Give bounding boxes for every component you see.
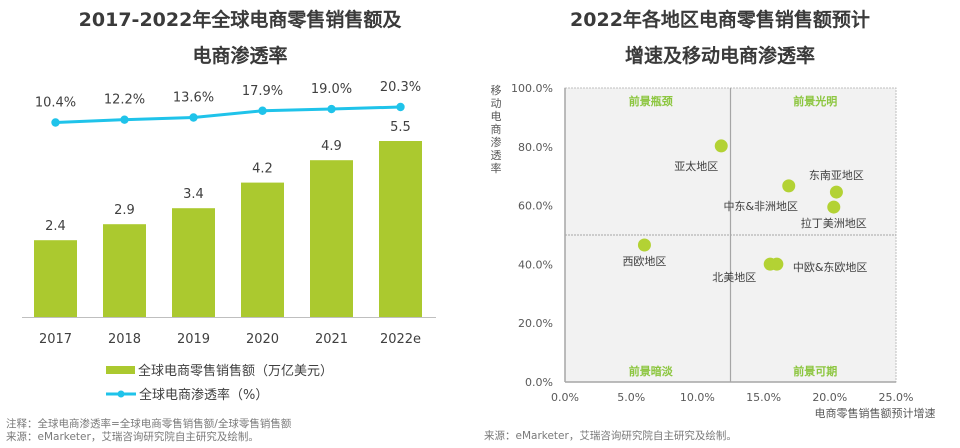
bar-2017 xyxy=(34,240,77,317)
y-axis-title: 移动电商渗透率 xyxy=(490,84,502,175)
y-tick-label: 60.0% xyxy=(518,200,553,213)
left-source-text: 来源：eMarketer，艾瑞咨询研究院自主研究及绘制。 xyxy=(6,431,259,443)
x-tick-label: 2020 xyxy=(246,332,279,347)
left-note-text: 注释：全球电商渗透率=全球电商零售销售额/全球零售销售额 xyxy=(6,418,292,430)
bar-value-label: 3.4 xyxy=(183,187,204,202)
legend-line-item: 全球电商渗透率（%） xyxy=(106,384,268,403)
bar-2019 xyxy=(172,208,215,317)
line-point-2018 xyxy=(120,115,129,124)
scatter-point-label: 北美地区 xyxy=(712,271,756,284)
right-source-text: 来源：eMarketer，艾瑞咨询研究院自主研究及绘制。 xyxy=(484,430,737,442)
bar-value-label: 5.5 xyxy=(390,120,411,135)
legend-line-label: 全球电商渗透率（%） xyxy=(139,388,269,403)
scatter-point-label: 西欧地区 xyxy=(622,255,666,268)
line-value-label: 12.2% xyxy=(104,93,145,108)
quadrant-label-top-right: 前景光明 xyxy=(793,94,837,108)
bar-value-label: 2.4 xyxy=(45,219,66,234)
line-value-label: 13.6% xyxy=(173,90,214,105)
y-tick-label: 100.0% xyxy=(511,82,553,95)
scatter-point-label: 中东&非洲地区 xyxy=(723,200,798,213)
x-tick-label: 25.0% xyxy=(879,391,914,404)
scatter-point-label: 东南亚地区 xyxy=(809,169,864,182)
quadrant-label-bottom-left: 前景暗淡 xyxy=(629,364,674,378)
left-title-line1: 2017-2022年全球电商零售销售额及 xyxy=(78,9,402,31)
bar-2022e xyxy=(379,141,422,317)
x-tick-label: 5.0% xyxy=(617,391,645,404)
bar-2020 xyxy=(241,182,284,317)
x-axis-title: 电商零售销售额预计增速 xyxy=(815,406,936,420)
x-tick-label: 2021 xyxy=(315,332,348,347)
y-tick-label: 40.0% xyxy=(518,258,553,271)
bar-value-label: 4.9 xyxy=(321,139,342,154)
legend-bar-item: 全球电商零售销售额（万亿美元） xyxy=(106,360,333,379)
line-point-2020 xyxy=(258,106,267,115)
scatter-point-label: 中欧&东欧地区 xyxy=(793,261,868,274)
scatter-point xyxy=(714,139,728,153)
x-tick-label: 10.0% xyxy=(680,391,715,404)
y-tick-label: 0.0% xyxy=(525,376,553,389)
scatter-point-label: 亚太地区 xyxy=(674,160,718,173)
y-tick-label: 20.0% xyxy=(518,317,553,330)
left-combo-chart: 2.4 2.9 3.4 4.2 4.9 5.5 2017 2018 2019 2020 2021 2… xyxy=(22,80,436,347)
x-tick-label: 2018 xyxy=(108,332,141,347)
left-chart-title: 2017-2022年全球电商零售销售额及 电商渗透率 xyxy=(0,6,480,70)
scatter-point xyxy=(637,238,651,252)
scatter-quadrant-chart: 0.0% 5.0% 10.0% 15.0% 20.0% 25.0% 0.0% 20.0% 40… xyxy=(511,82,936,420)
right-chart-title: 2022年各地区电商零售销售额预计 增速及移动电商渗透率 xyxy=(480,6,960,70)
line-value-label: 20.3% xyxy=(380,80,421,95)
penetration-line xyxy=(55,105,401,124)
bar-value-label: 4.2 xyxy=(252,162,273,177)
scatter-point xyxy=(782,179,796,193)
x-tick-label: 2019 xyxy=(177,332,210,347)
x-tick-label: 15.0% xyxy=(746,391,781,404)
right-title-line1: 2022年各地区电商零售销售额预计 xyxy=(570,9,870,31)
right-title-line2: 增速及移动电商渗透率 xyxy=(624,45,815,67)
x-tick-label: 2017 xyxy=(39,332,72,347)
quadrant-label-bottom-right: 前景可期 xyxy=(793,364,837,378)
line-point-2022e xyxy=(396,102,405,112)
line-point-2019 xyxy=(189,113,198,122)
scatter-point-label: 拉丁美洲地区 xyxy=(801,216,867,230)
left-title-line2: 电商渗透率 xyxy=(192,45,288,67)
line-point-2017 xyxy=(51,118,60,127)
line-value-label: 10.4% xyxy=(35,96,76,111)
quadrant-label-top-left: 前景瓶颈 xyxy=(629,94,673,108)
scatter-point xyxy=(827,200,841,214)
left-footnote: 注释：全球电商渗透率=全球电商零售销售额/全球零售销售额 来源：eMarkete… xyxy=(6,418,291,444)
line-value-label: 17.9% xyxy=(242,84,283,99)
y-tick-label: 80.0% xyxy=(518,141,553,154)
x-tick-label: 20.0% xyxy=(812,391,847,404)
line-value-label: 19.0% xyxy=(311,82,352,97)
legend-line-swatch xyxy=(106,390,136,397)
x-tick-label: 2022e xyxy=(380,332,421,347)
bar-2018 xyxy=(103,224,146,317)
legend-bar-swatch xyxy=(106,365,135,374)
x-tick-label: 0.0% xyxy=(551,391,579,404)
line-point-2021 xyxy=(327,104,336,114)
scatter-point xyxy=(829,185,843,199)
legend-bar-label: 全球电商零售销售额（万亿美元） xyxy=(138,364,334,379)
bar-value-label: 2.9 xyxy=(114,203,135,218)
scatter-point xyxy=(770,257,784,271)
bar-2021 xyxy=(310,160,353,317)
